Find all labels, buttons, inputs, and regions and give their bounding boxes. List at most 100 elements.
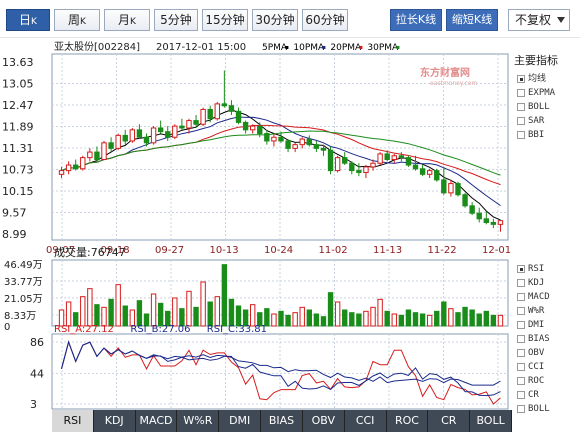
main-indicator-panel: 主要指标 均线 EXPMA BOLL SAR BBI <box>514 52 580 142</box>
candle-body <box>412 164 419 170</box>
stock-title: 亚太股份[002284] <box>54 40 140 53</box>
candle-body <box>356 170 362 173</box>
lengthen-kline-button[interactable]: 拉长K线 <box>390 9 442 31</box>
candle-body <box>334 157 341 172</box>
volume-bar <box>58 309 65 327</box>
date-tick-label: 10-24 <box>264 245 293 256</box>
volume-bar <box>448 308 454 327</box>
volume-bar <box>342 309 348 327</box>
period-button-4[interactable]: 15分钟 <box>202 9 248 31</box>
tab-roc[interactable]: ROC <box>387 410 429 432</box>
kline-chart[interactable]: 亚太股份[002284] 2017-12-01 15:00 5PMA 10PMA 20P… <box>0 38 580 411</box>
checkbox-icon <box>517 293 525 301</box>
ma-legend-0: 5PMA <box>262 43 288 53</box>
adjust-select[interactable]: 不复权 <box>508 9 570 31</box>
tab-macd[interactable]: MACD <box>136 410 178 432</box>
main-indicator-boll[interactable]: BOLL <box>514 100 580 114</box>
period-button-5[interactable]: 30分钟 <box>252 9 298 31</box>
tab-bias[interactable]: BIAS <box>261 410 303 432</box>
tab-dmi[interactable]: DMI <box>219 410 262 432</box>
tab-obv[interactable]: OBV <box>303 410 345 432</box>
volume-bar <box>108 298 114 327</box>
period-label: 15分钟 <box>205 13 245 27</box>
volume-bar <box>165 310 171 327</box>
ma-legend-1: 10PMA <box>293 43 325 53</box>
indicator-tab-bar: RSI KDJ MACD W%R DMI BIAS OBV CCI ROC CR BOLL <box>52 410 512 432</box>
candle-body <box>391 155 397 160</box>
chart-datetime: 2017-12-01 15:00 <box>156 42 246 53</box>
sub-indicator-obv[interactable]: OBV <box>514 346 580 360</box>
candle-body <box>405 157 412 166</box>
sub-indicator-label: BOLL <box>528 404 550 414</box>
tab-wr[interactable]: W%R <box>177 410 220 432</box>
volume-tick-label: 21.05万 <box>4 294 43 305</box>
sub-indicator-bias[interactable]: BIAS <box>514 332 580 346</box>
candle-body <box>320 147 327 151</box>
tab-rsi[interactable]: RSI <box>52 410 94 432</box>
main-indicator-sar[interactable]: SAR <box>514 114 580 128</box>
checkbox-icon <box>517 75 525 83</box>
volume-bar <box>228 298 235 327</box>
period-sub-label: K <box>31 17 37 27</box>
candle-body <box>342 157 348 164</box>
sub-indicator-wr[interactable]: W%R <box>514 304 580 318</box>
sub-indicator-kdj[interactable]: KDJ <box>514 276 580 290</box>
period-sub-label: K <box>80 17 86 27</box>
candle-body <box>426 170 433 175</box>
candle-body <box>264 133 270 142</box>
candle-body <box>207 108 213 120</box>
volume-bar <box>179 308 185 327</box>
sub-indicator-label: KDJ <box>528 278 545 288</box>
volume-tick-label: 8.33万 <box>4 311 36 322</box>
tab-kdj[interactable]: KDJ <box>94 410 136 432</box>
candle-body <box>73 164 79 170</box>
sub-indicator-dmi[interactable]: DMI <box>514 318 580 332</box>
main-indicator-label: BBI <box>528 130 545 140</box>
chevron-down-icon <box>557 17 565 23</box>
sub-indicator-cr[interactable]: CR <box>514 388 580 402</box>
tab-cr[interactable]: CR <box>428 410 471 432</box>
candle-body <box>221 103 228 107</box>
candle-body <box>136 129 143 138</box>
tab-cci[interactable]: CCI <box>345 410 387 432</box>
checkbox-icon <box>517 279 525 287</box>
volume-bar <box>242 309 249 327</box>
main-indicator-expma[interactable]: EXPMA <box>514 86 580 100</box>
period-button-6[interactable]: 60分钟 <box>302 9 348 31</box>
main-indicator-0[interactable]: 均线 <box>514 72 580 86</box>
volume-bar <box>80 296 86 327</box>
adjust-select-value: 不复权 <box>515 13 552 27</box>
candle-body <box>58 170 65 175</box>
main-indicator-bbi[interactable]: BBI <box>514 128 580 142</box>
shorten-kline-button[interactable]: 缩短K线 <box>446 9 498 31</box>
tab-boll[interactable]: BOLL <box>470 410 512 432</box>
candle-body <box>122 134 128 142</box>
volume-bar <box>136 300 143 327</box>
sub-indicator-macd[interactable]: MACD <box>514 290 580 304</box>
candle-body <box>214 103 220 120</box>
date-tick-label: 09-27 <box>155 245 184 256</box>
volume-bar <box>426 314 433 327</box>
volume-bar <box>434 310 440 327</box>
volume-bar <box>193 306 199 327</box>
candle-body <box>483 218 489 224</box>
rsi-legend-0: RSI_A:27.12 <box>54 324 114 335</box>
rsi-line-0 <box>61 340 501 405</box>
volume-bar <box>292 312 298 327</box>
price-tick-label: 12.47 <box>2 99 34 112</box>
period-label: 日 <box>19 13 32 27</box>
period-button-2[interactable]: 月K <box>104 9 150 31</box>
volume-bar <box>384 310 390 327</box>
sub-indicator-cci[interactable]: CCI <box>514 360 580 374</box>
period-button-3[interactable]: 5分钟 <box>154 9 198 31</box>
period-button-0[interactable]: 日K <box>6 9 50 31</box>
period-button-1[interactable]: 周K <box>54 9 100 31</box>
sub-indicator-boll[interactable]: BOLL <box>514 402 580 416</box>
candle-body <box>306 138 313 146</box>
sub-indicator-rsi[interactable]: RSI <box>514 262 580 276</box>
candle-body <box>157 127 164 133</box>
candle-body <box>370 162 376 168</box>
volume-bar <box>87 288 93 327</box>
sub-indicator-roc[interactable]: ROC <box>514 374 580 388</box>
period-label: 月 <box>118 13 131 27</box>
